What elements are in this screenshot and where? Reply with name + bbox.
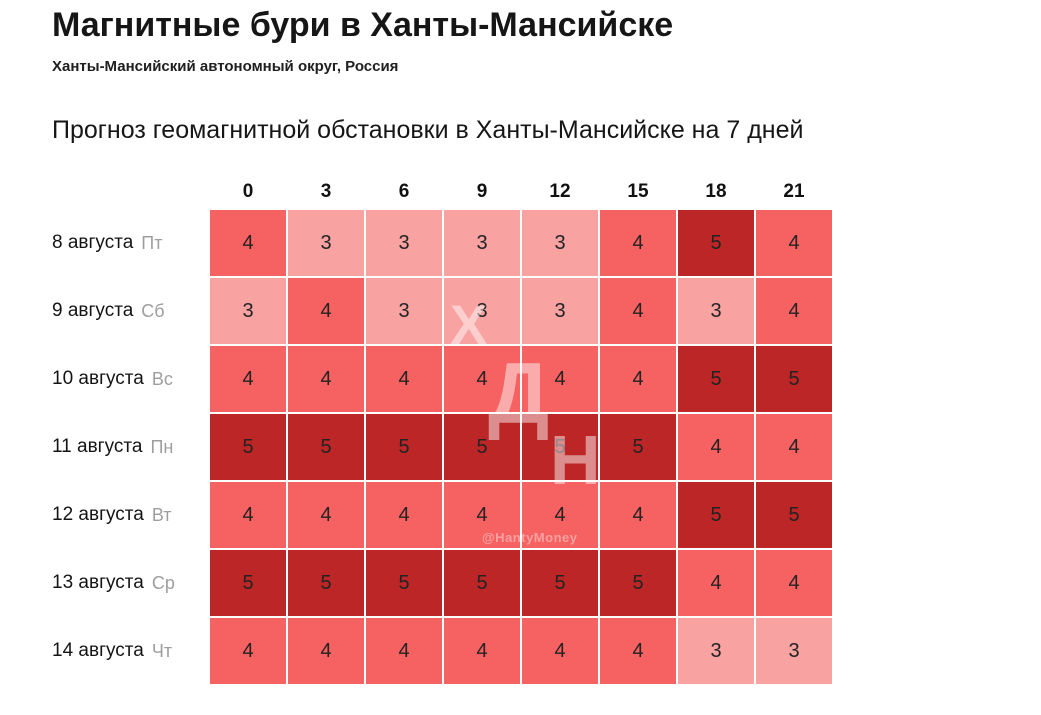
heatmap-cell: 4 — [288, 618, 364, 685]
heatmap-cell: 5 — [522, 414, 598, 481]
heatmap-cell: 4 — [288, 482, 364, 549]
heatmap-cell: 4 — [288, 278, 364, 345]
heatmap-cell: 4 — [522, 482, 598, 549]
heatmap-cell: 4 — [678, 550, 754, 617]
heatmap-cell: 4 — [522, 346, 598, 413]
heatmap-cell: 4 — [756, 550, 832, 617]
row-date: 10 августа — [52, 368, 144, 390]
heatmap-cell: 4 — [756, 210, 832, 277]
heatmap-cell: 4 — [444, 618, 520, 685]
row-date: 9 августа — [52, 300, 134, 322]
heatmap-cell: 4 — [600, 618, 676, 685]
row-date: 13 августа — [52, 572, 144, 594]
row-label: 8 августа Пт — [52, 210, 208, 277]
hour-header: 18 — [705, 181, 727, 203]
heatmap-cell: 4 — [522, 618, 598, 685]
heatmap-cell: 5 — [756, 482, 832, 549]
section-title: Прогноз геомагнитной обстановки в Ханты-… — [52, 116, 804, 145]
heatmap-cell: 4 — [678, 414, 754, 481]
heatmap-cell: 3 — [756, 618, 832, 685]
hour-header: 12 — [549, 181, 571, 203]
row-date: 14 августа — [52, 640, 144, 662]
heatmap-cell: 5 — [678, 210, 754, 277]
row-label: 11 августа Пн — [52, 414, 208, 481]
heatmap-cell: 3 — [522, 278, 598, 345]
hour-header: 21 — [783, 181, 805, 203]
heatmap-cell: 4 — [288, 346, 364, 413]
row-weekday: Пт — [141, 232, 163, 253]
heatmap-cell: 4 — [600, 278, 676, 345]
heatmap-cell: 5 — [678, 346, 754, 413]
row-label: 13 августа Ср — [52, 550, 208, 617]
row-weekday: Чт — [151, 640, 173, 661]
heatmap-cell: 4 — [600, 210, 676, 277]
heatmap-cell: 3 — [678, 618, 754, 685]
heatmap-cell: 5 — [366, 414, 442, 481]
heatmap-cell: 3 — [366, 210, 442, 277]
row-label: 14 августа Чт — [52, 618, 208, 685]
heatmap-cell: 3 — [288, 210, 364, 277]
row-date: 12 августа — [52, 504, 144, 526]
page-title: Магнитные бури в Ханты-Мансийске — [52, 6, 674, 44]
heatmap-cell: 4 — [366, 618, 442, 685]
hour-header: 9 — [476, 181, 488, 203]
heatmap-cell: 4 — [210, 346, 286, 413]
heatmap-cell: 3 — [444, 210, 520, 277]
row-label: 10 августа Вс — [52, 346, 208, 413]
row-weekday: Вт — [151, 504, 172, 525]
heatmap-cell: 4 — [600, 482, 676, 549]
page-subtitle: Ханты-Мансийский автономный округ, Росси… — [52, 58, 399, 76]
heatmap-cell: 4 — [366, 346, 442, 413]
hours-header-row: 0 3 6 9 12 15 18 21 — [52, 181, 834, 203]
heatmap-cell: 5 — [210, 550, 286, 617]
heatmap-cell: 4 — [444, 482, 520, 549]
heatmap-cell: 4 — [366, 482, 442, 549]
heatmap-cell: 4 — [600, 346, 676, 413]
heatmap-cell: 4 — [210, 618, 286, 685]
hour-header: 6 — [398, 181, 410, 203]
heatmap-cell: 5 — [600, 550, 676, 617]
row-weekday: Пн — [150, 436, 174, 457]
row-weekday: Вс — [151, 368, 173, 389]
heatmap-cell: 5 — [366, 550, 442, 617]
heatmap-cell: 3 — [444, 278, 520, 345]
row-date: 8 августа — [52, 232, 134, 254]
heatmap-cell: 5 — [444, 414, 520, 481]
heatmap-cell: 4 — [756, 278, 832, 345]
heatmap-cell: 3 — [678, 278, 754, 345]
heatmap-cell: 5 — [288, 550, 364, 617]
heatmap-cell: 4 — [444, 346, 520, 413]
heatmap-cell: 3 — [366, 278, 442, 345]
heatmap-cell: 5 — [288, 414, 364, 481]
hour-header: 3 — [320, 181, 332, 203]
geomagnetic-heatmap: 0 3 6 9 12 15 18 21 8 августа Пт 4 3 3 3 3 4 5 4 9 август… — [52, 181, 834, 685]
heatmap-grid: 8 августа Пт 4 3 3 3 3 4 5 4 9 августа Сб 3 4 3 3 3 4 3 4 10… — [52, 210, 834, 685]
heatmap-cell: 5 — [210, 414, 286, 481]
hour-header: 15 — [627, 181, 649, 203]
heatmap-cell: 4 — [756, 414, 832, 481]
heatmap-cell: 3 — [522, 210, 598, 277]
row-label: 9 августа Сб — [52, 278, 208, 345]
heatmap-cell: 5 — [522, 550, 598, 617]
heatmap-cell: 5 — [444, 550, 520, 617]
row-weekday: Сб — [141, 300, 165, 321]
row-weekday: Ср — [151, 572, 175, 593]
heatmap-cell: 5 — [678, 482, 754, 549]
row-date: 11 августа — [52, 436, 143, 458]
heatmap-cell: 5 — [600, 414, 676, 481]
heatmap-cell: 3 — [210, 278, 286, 345]
heatmap-cell: 4 — [210, 210, 286, 277]
row-label: 12 августа Вт — [52, 482, 208, 549]
heatmap-cell: 4 — [210, 482, 286, 549]
heatmap-cell: 5 — [756, 346, 832, 413]
hours-header-corner — [52, 181, 208, 203]
hour-header: 0 — [242, 181, 254, 203]
